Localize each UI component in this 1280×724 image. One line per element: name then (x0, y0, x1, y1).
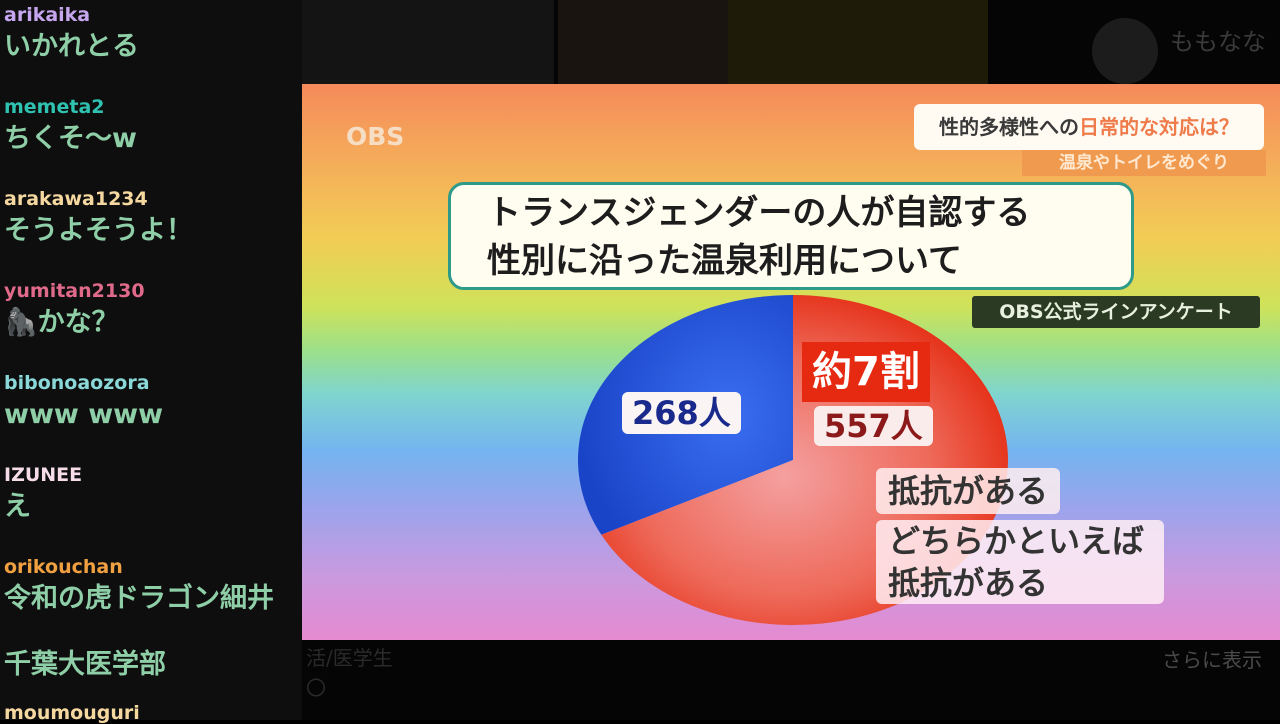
annotation-label: 約7割 (802, 342, 930, 402)
chat-text: ちくそ〜w (4, 123, 137, 154)
chat-message: arakawa1234 そうよそうよ！ (4, 188, 193, 248)
avatar[interactable] (1092, 18, 1158, 84)
chat-username[interactable]: arikaika (4, 4, 91, 26)
chat-message: arikaika いかれとる (4, 4, 139, 64)
chat-message: orikouchan 令和の虎ドラゴン細井 (4, 556, 274, 616)
chat-text: そうよそうよ！ (4, 215, 193, 246)
chat-username[interactable]: yumitan2130 (4, 280, 145, 302)
chat-text: え (4, 491, 31, 522)
thumbnail[interactable] (558, 0, 728, 84)
chat-message: IZUNEE え (4, 464, 82, 524)
account-name[interactable]: ももなな (1170, 28, 1266, 56)
chat-username[interactable]: arakawa1234 (4, 188, 148, 210)
chat-message: 千葉大医学部 (4, 648, 166, 682)
topic-caption: 性的多様性への日常的な対応は？ (914, 104, 1264, 150)
chat-text: 千葉大医学部 (4, 649, 166, 680)
legend-label: 抵抗がある (876, 468, 1061, 514)
legend-label-line: 抵抗がある (888, 564, 1049, 602)
legend-label: どちらかといえば 抵抗がある (876, 520, 1165, 604)
chat-message: yumitan2130 🦍かな？ (4, 280, 145, 340)
chat-text: 令和の虎ドラゴン細井 (4, 583, 274, 614)
slice-value-label: 268人 (622, 392, 741, 434)
thumbnail[interactable] (302, 0, 554, 84)
chat-username[interactable]: bibonoaozora (4, 372, 150, 394)
chat-message: memeta2 ちくそ〜w (4, 96, 137, 156)
chat-panel: arikaika いかれとる memeta2 ちくそ〜w arakawa1234 そうよそ… (0, 0, 302, 724)
chat-text: www www (4, 399, 164, 430)
background-text: 〇 (306, 676, 326, 700)
background-text: 活/医学生 (306, 646, 393, 670)
chat-message: bibonoaozora www www (4, 372, 163, 432)
obs-logo: OBS (346, 122, 405, 151)
question-line: 性別に沿った温泉利用について (487, 241, 962, 281)
question-line: トランスジェンダーの人が自認する (487, 193, 1031, 233)
survey-source: OBS公式ラインアンケート (972, 296, 1260, 328)
chat-username[interactable]: memeta2 (4, 96, 105, 118)
chat-text: 🦍かな？ (4, 307, 119, 338)
topic-prefix: 性的多様性への (939, 115, 1079, 139)
thumbnail[interactable] (728, 0, 988, 84)
chat-username[interactable]: moumouguri (4, 702, 140, 724)
question-box: トランスジェンダーの人が自認する 性別に沿った温泉利用について (448, 182, 1134, 290)
news-image: OBS 性的多様性への日常的な対応は？ 温泉やトイレをめぐり トランスジェンダー… (302, 84, 1280, 640)
topic-highlight: 日常的な対応は？ (1079, 115, 1239, 139)
chat-message: moumouguri (4, 702, 140, 724)
chat-text: いかれとる (4, 31, 139, 62)
topic-subcaption: 温泉やトイレをめぐり (1022, 150, 1266, 176)
legend-label-line: どちらかといえば (888, 522, 1145, 560)
chat-username[interactable]: orikouchan (4, 556, 123, 578)
slice-value-label: 557人 (814, 406, 933, 446)
chat-username[interactable]: IZUNEE (4, 464, 83, 486)
show-more-button[interactable]: さらに表示 (1162, 648, 1262, 672)
